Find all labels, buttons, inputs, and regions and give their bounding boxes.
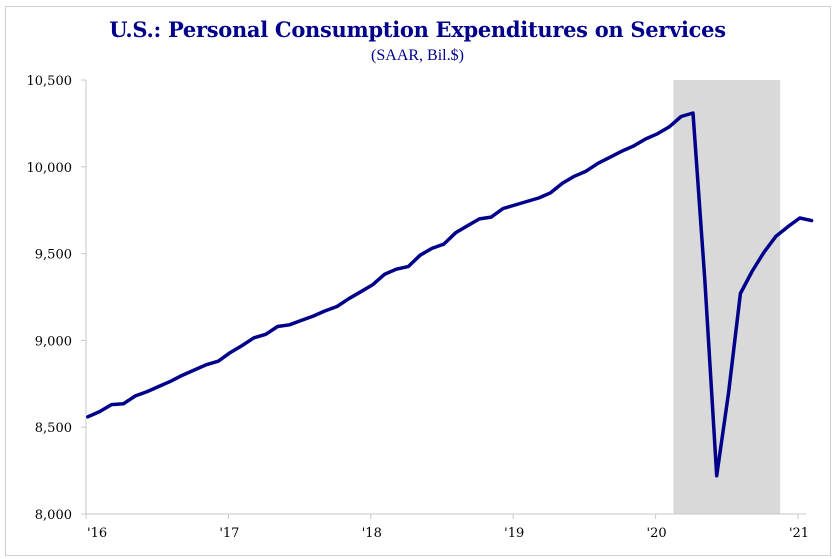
x-tick-label: '20 <box>647 526 667 541</box>
x-tick-label: '16 <box>87 526 107 541</box>
y-tick-label: 9,500 <box>35 248 72 263</box>
x-tick-label: '17 <box>219 526 239 541</box>
y-tick-label: 8,500 <box>35 421 72 436</box>
y-tick-label: 10,000 <box>27 161 73 176</box>
y-tick-label: 10,500 <box>27 74 73 89</box>
x-tick-label: '19 <box>504 526 524 541</box>
series-line-pce-services <box>86 111 814 478</box>
x-tick-label: '18 <box>362 526 382 541</box>
y-tick-label: 8,000 <box>35 508 72 523</box>
y-tick-label: 9,000 <box>35 334 72 349</box>
recession-shading <box>673 80 781 514</box>
chart-title: U.S.: Personal Consumption Expenditures … <box>109 17 726 42</box>
chart-subtitle: (SAAR, Bil.$) <box>371 47 464 64</box>
x-tick-label: '21 <box>789 526 809 541</box>
